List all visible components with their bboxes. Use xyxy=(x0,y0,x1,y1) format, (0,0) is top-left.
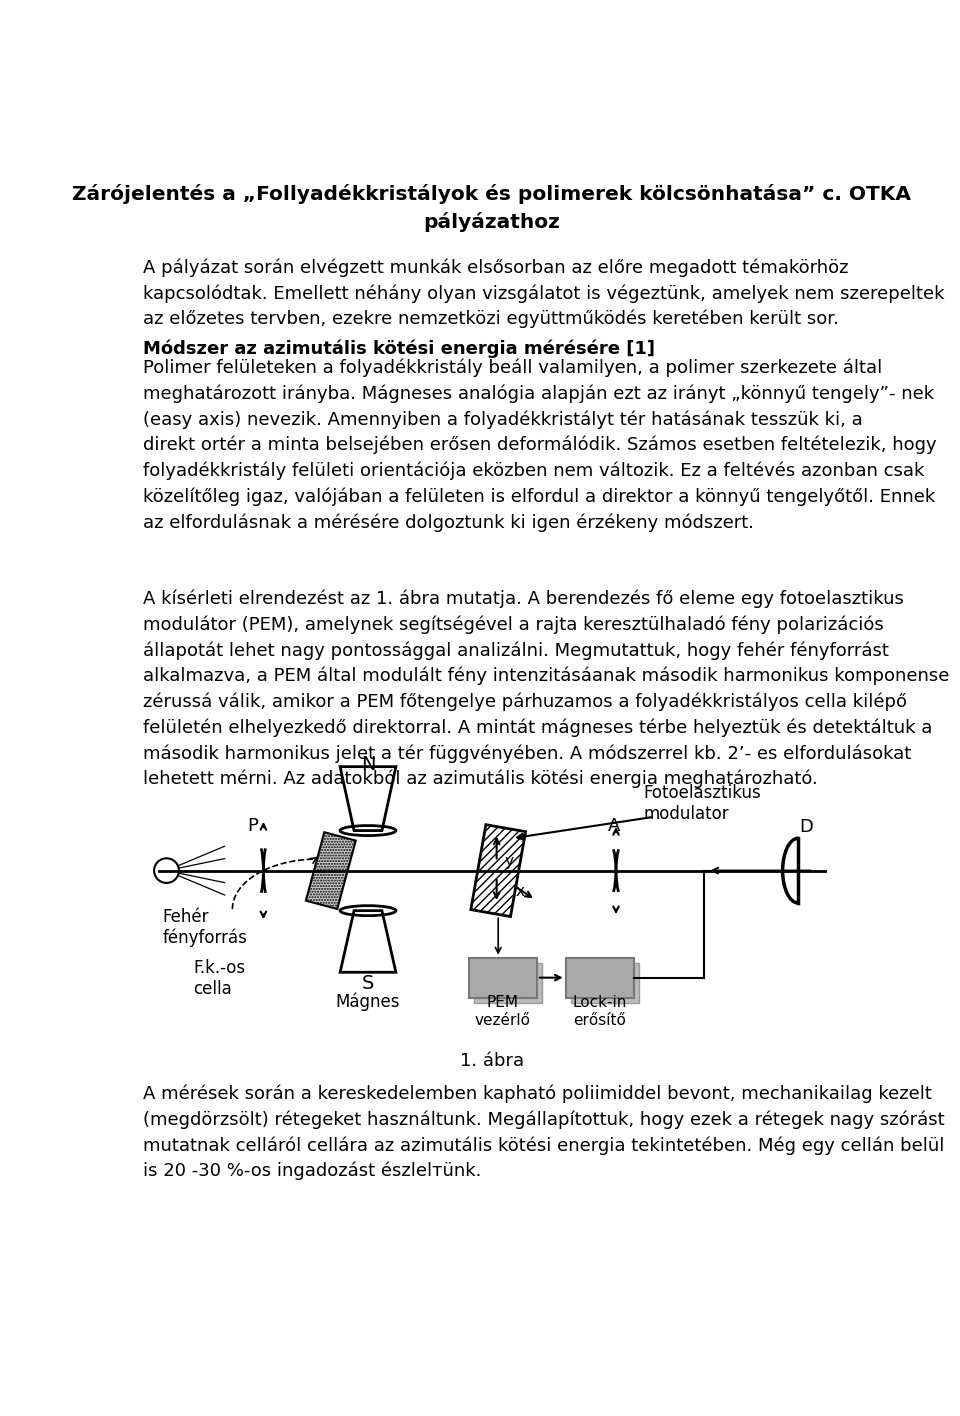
Text: Fehér
fényforrás: Fehér fényforrás xyxy=(162,908,248,947)
FancyBboxPatch shape xyxy=(565,957,634,998)
Text: D: D xyxy=(799,818,813,837)
Polygon shape xyxy=(306,833,356,909)
Text: Mágnes: Mágnes xyxy=(336,993,400,1011)
Text: S: S xyxy=(362,974,374,993)
Text: PEM
vezérlő: PEM vezérlő xyxy=(475,995,531,1028)
Text: 1. ábra: 1. ábra xyxy=(460,1052,524,1069)
Text: N: N xyxy=(361,755,375,775)
FancyBboxPatch shape xyxy=(571,963,639,1003)
Text: A: A xyxy=(609,817,620,834)
Text: P: P xyxy=(247,817,258,834)
Text: y: y xyxy=(504,854,514,868)
Text: A kísérleti elrendezést az 1. ábra mutatja. A berendezés fő eleme egy fotoelaszt: A kísérleti elrendezést az 1. ábra mutat… xyxy=(143,589,949,789)
Text: Zárójelentés a „Follyadékkristályok és polimerek kölcsönhatása” c. OTKA
pályázat: Zárójelentés a „Follyadékkristályok és p… xyxy=(73,184,911,232)
FancyBboxPatch shape xyxy=(474,963,542,1003)
Polygon shape xyxy=(470,824,525,916)
Text: Lock-in
erősítő: Lock-in erősítő xyxy=(572,995,627,1028)
Text: Fotoelasztikus
modulator: Fotoelasztikus modulator xyxy=(643,784,761,823)
Text: F.k.-os
cella: F.k.-os cella xyxy=(194,959,246,998)
Text: Polimer felületeken a folyadékkristály beáll valamilyen, a polimer szerkezete ál: Polimer felületeken a folyadékkristály b… xyxy=(143,358,937,531)
Text: A pályázat során elvégzett munkák elsősorban az előre megadott témakörhöz
kapcso: A pályázat során elvégzett munkák elsőso… xyxy=(143,259,945,329)
Text: Módszer az azimutális kötési energia mérésére [1]: Módszer az azimutális kötési energia mér… xyxy=(143,340,656,358)
FancyBboxPatch shape xyxy=(468,957,537,998)
Text: x: x xyxy=(516,885,524,899)
Text: A mérések során a kereskedelemben kapható poliimiddel bevont, mechanikailag keze: A mérések során a kereskedelemben kaphat… xyxy=(143,1085,945,1181)
